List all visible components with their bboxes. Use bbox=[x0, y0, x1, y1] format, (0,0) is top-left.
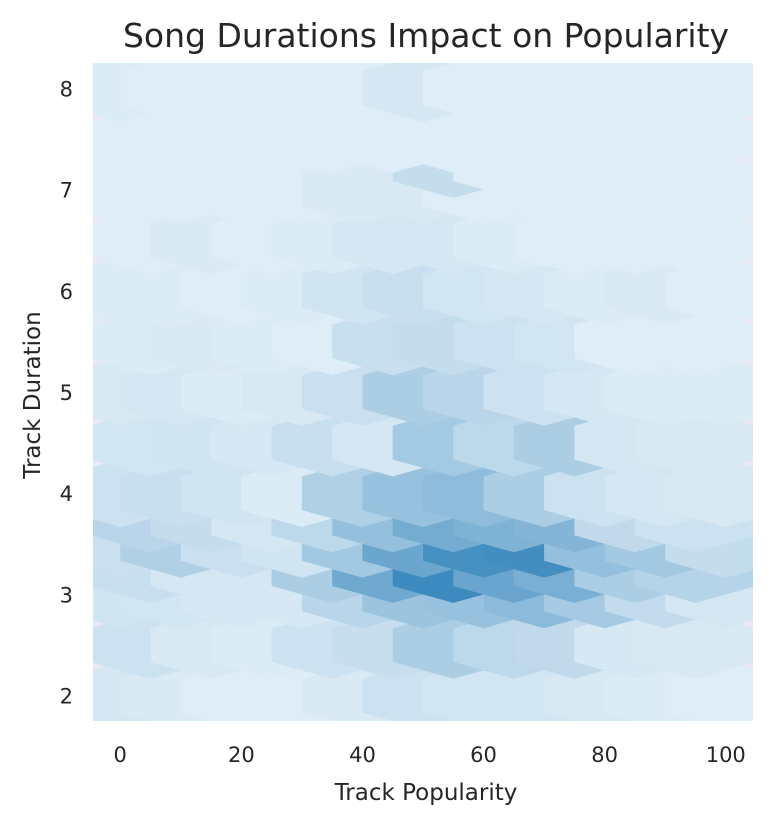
y-tick-label: 4 bbox=[60, 482, 73, 506]
hex-bin bbox=[634, 307, 753, 376]
y-tick-label: 5 bbox=[60, 381, 73, 405]
hex-bin bbox=[634, 408, 753, 477]
hex-bins bbox=[93, 63, 753, 721]
x-axis-ticks: 0 20 40 60 80 100 bbox=[114, 743, 746, 767]
x-tick-label: 20 bbox=[228, 743, 255, 767]
hex-bin bbox=[634, 206, 753, 274]
y-tick-label: 8 bbox=[60, 77, 73, 101]
x-axis-label: Track Popularity bbox=[334, 780, 518, 806]
x-tick-label: 60 bbox=[470, 743, 497, 767]
x-tick-label: 40 bbox=[349, 743, 376, 767]
hex-bin bbox=[634, 105, 753, 173]
chart-title: Song Durations Impact on Popularity bbox=[123, 16, 729, 55]
hex-bin bbox=[634, 611, 753, 679]
x-tick-label: 100 bbox=[706, 743, 746, 767]
y-tick-label: 3 bbox=[60, 583, 73, 607]
hex-bin bbox=[665, 257, 753, 325]
y-tick-label: 6 bbox=[60, 280, 73, 304]
x-tick-label: 80 bbox=[591, 743, 618, 767]
y-tick-label: 7 bbox=[60, 179, 73, 203]
hex-bin bbox=[665, 661, 753, 721]
hex-bin bbox=[665, 459, 753, 527]
hex-bin bbox=[665, 63, 753, 123]
x-tick-label: 0 bbox=[114, 743, 127, 767]
hex-bin bbox=[665, 358, 753, 426]
y-axis-ticks: 2 3 4 5 6 7 8 bbox=[60, 77, 73, 708]
y-axis-label: Track Duration bbox=[20, 311, 46, 479]
hex-bin bbox=[665, 155, 753, 224]
y-tick-label: 2 bbox=[60, 685, 73, 709]
